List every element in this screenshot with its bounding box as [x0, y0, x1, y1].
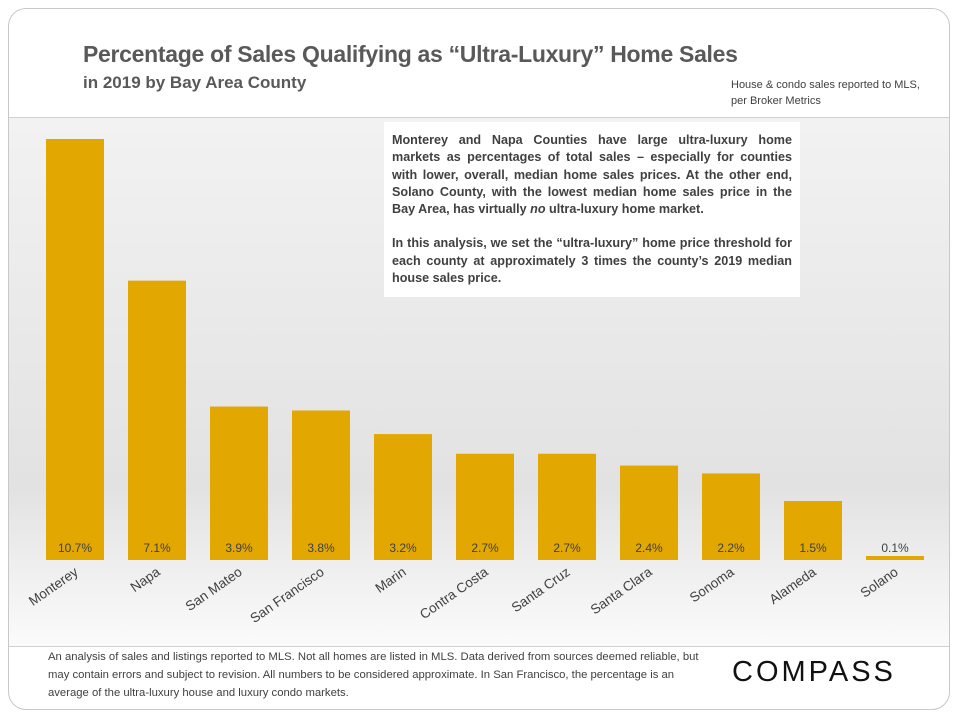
compass-logo: COMPASS — [732, 656, 896, 688]
x-tick-label: Monterey — [26, 564, 81, 609]
bar-alameda — [784, 500, 842, 560]
bar-solano — [866, 556, 924, 560]
disclaimer: An analysis of sales and listings report… — [48, 651, 699, 699]
data-label: 1.5% — [799, 541, 827, 555]
bar-napa — [128, 280, 186, 560]
x-tick-label: Sonoma — [687, 564, 737, 605]
data-label: 7.1% — [143, 541, 171, 555]
x-tick-label: San Francisco — [247, 564, 326, 626]
source-note: House & condo sales reported to MLS, per… — [731, 79, 920, 107]
bar-san-francisco — [292, 410, 350, 560]
x-tick-label: Santa Clara — [588, 564, 655, 617]
x-tick-label: Alameda — [766, 564, 819, 607]
chart-title: Percentage of Sales Qualifying as “Ultra… — [83, 41, 738, 67]
bar-santa-cruz — [538, 453, 596, 560]
bar-monterey — [46, 139, 104, 560]
x-tick-label: Solano — [858, 564, 901, 600]
x-tick-label: Napa — [128, 564, 163, 595]
data-label: 2.7% — [471, 541, 499, 555]
x-tick-label: Santa Cruz — [509, 564, 573, 615]
bar-santa-clara — [620, 465, 678, 560]
data-label: 2.7% — [553, 541, 581, 555]
data-label: 2.4% — [635, 541, 663, 555]
x-tick-label: Marin — [372, 564, 408, 596]
annotation-box: Monterey and Napa Counties have large ul… — [384, 122, 800, 298]
data-label: 3.9% — [225, 541, 253, 555]
data-label: 10.7% — [58, 541, 92, 555]
bar-san-mateo — [210, 406, 268, 560]
data-label: 3.2% — [389, 541, 417, 555]
data-label: 0.1% — [881, 541, 909, 555]
x-tick-label: Contra Costa — [417, 564, 491, 622]
data-label: 2.2% — [717, 541, 745, 555]
annotation-paragraph-2: In this analysis, we set the “ultra-luxu… — [392, 236, 792, 286]
bar-contra-costa — [456, 453, 514, 560]
bar-marin — [374, 434, 432, 560]
chart-subtitle: in 2019 by Bay Area County — [83, 73, 307, 92]
bar-sonoma — [702, 473, 760, 560]
annotation-paragraph-1: Monterey and Napa Counties have large ul… — [392, 133, 792, 217]
data-label: 3.8% — [307, 541, 335, 555]
x-tick-label: San Mateo — [183, 564, 245, 614]
